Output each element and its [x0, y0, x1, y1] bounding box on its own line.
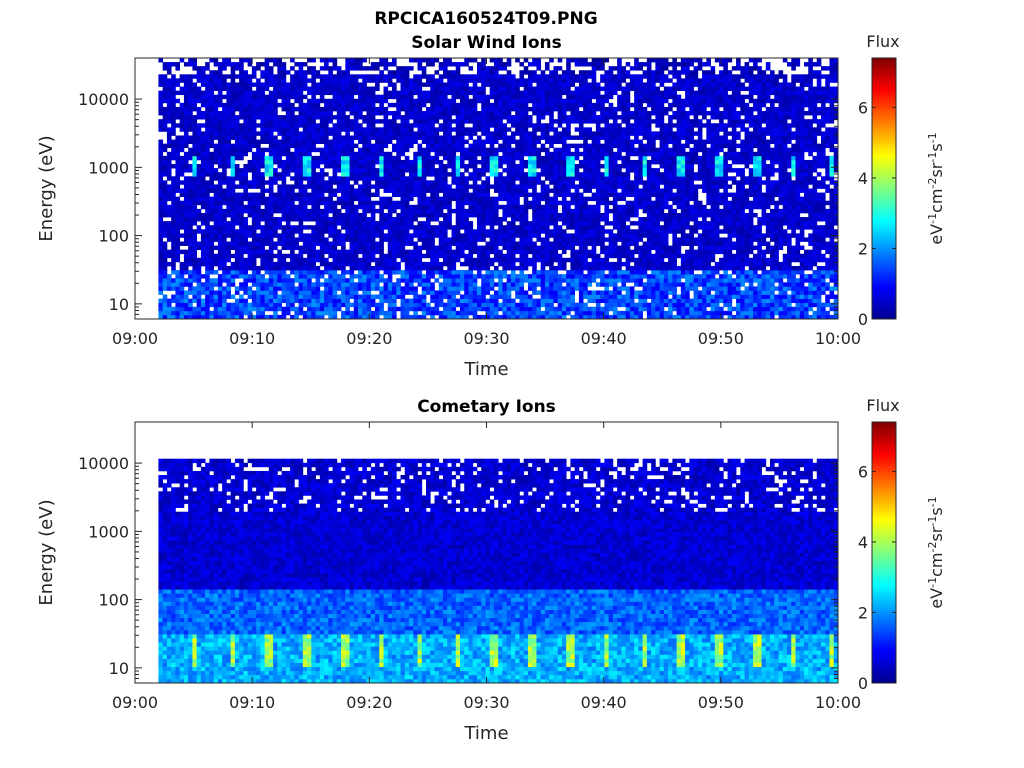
y-axis-label: Energy (eV)	[36, 135, 57, 241]
colorbar	[872, 422, 896, 683]
x-tick-label: 09:00	[112, 693, 158, 712]
x-tick-label: 09:50	[698, 329, 744, 348]
panel-1: Solar Wind Ions 09:00 09:10 09:20 09:30 09:40…	[36, 32, 946, 380]
x-tick-label: 09:10	[229, 329, 275, 348]
x-tick-label: 09:50	[698, 693, 744, 712]
colorbar-tick-label: 2	[858, 239, 868, 258]
x-tick-label: 09:20	[346, 329, 392, 348]
y-tick-label: 100	[98, 227, 129, 246]
x-axis-label: Time	[463, 723, 508, 744]
spectrogram-heatmap	[158, 459, 838, 684]
colorbar-label: eV-1cm-2sr-1s-1	[926, 496, 946, 608]
y-tick-label: 10000	[78, 90, 129, 109]
colorbar-title: Flux	[866, 396, 899, 415]
colorbar-tick-label: 4	[858, 533, 868, 552]
y-tick-label: 10	[109, 295, 129, 314]
colorbar-tick-label: 6	[858, 462, 868, 481]
y-tick-label: 100	[98, 591, 129, 610]
colorbar	[872, 58, 896, 319]
figure-title: RPCICA160524T09.PNG	[374, 9, 597, 29]
colorbar-tick-label: 0	[858, 310, 868, 329]
colorbar-tick-label: 2	[858, 603, 868, 622]
colorbar-tick-label: 6	[858, 98, 868, 117]
y-tick-label: 1000	[88, 522, 129, 541]
spectrogram-heatmap	[158, 58, 838, 319]
colorbar-label: eV-1cm-2sr-1s-1	[926, 132, 946, 244]
y-tick-label: 10000	[78, 454, 129, 473]
x-tick-label: 09:30	[463, 693, 509, 712]
y-axis-label: Energy (eV)	[36, 499, 57, 605]
y-tick-label: 10	[109, 659, 129, 678]
x-tick-label: 10:00	[815, 329, 861, 348]
colorbar-tick-label: 4	[858, 169, 868, 188]
x-tick-label: 09:20	[346, 693, 392, 712]
x-tick-label: 09:40	[581, 329, 627, 348]
colorbar-tick-label: 0	[858, 674, 868, 693]
colorbar-title: Flux	[866, 32, 899, 51]
x-tick-label: 09:30	[463, 329, 509, 348]
x-tick-label: 10:00	[815, 693, 861, 712]
x-tick-label: 09:00	[112, 329, 158, 348]
panel-title: Solar Wind Ions	[411, 33, 562, 53]
y-tick-label: 1000	[88, 158, 129, 177]
x-axis-label: Time	[463, 359, 508, 380]
panel-title: Cometary Ions	[417, 397, 556, 417]
x-tick-label: 09:10	[229, 693, 275, 712]
figure-canvas: RPCICA160524T09.PNG Solar Wind Ions 09:00…	[0, 0, 1024, 768]
panel-2: Cometary Ions 09:00 09:10 09:20 09:30 09:40 09…	[36, 396, 946, 744]
x-tick-label: 09:40	[581, 693, 627, 712]
